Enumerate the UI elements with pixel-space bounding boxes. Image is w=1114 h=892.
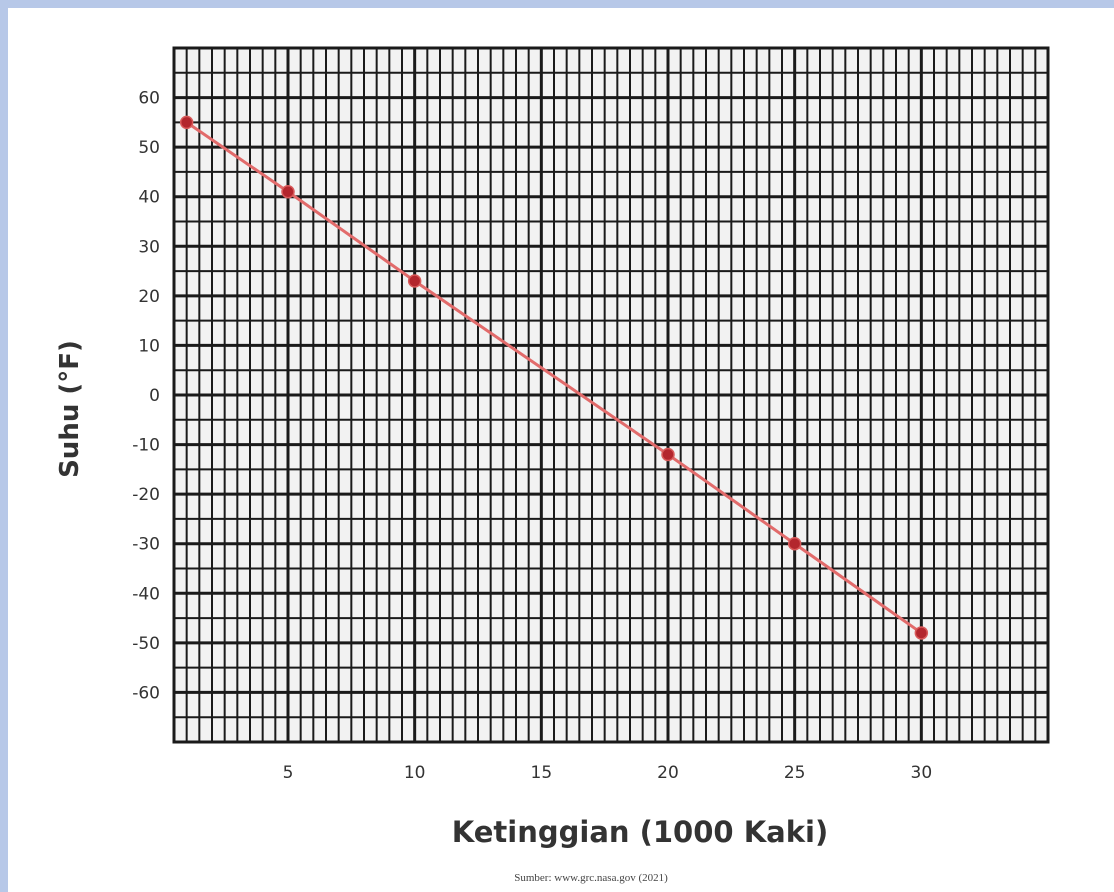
data-point	[281, 185, 295, 199]
data-point	[407, 274, 422, 288]
y-tick-label: 0	[149, 386, 160, 406]
plot-border	[172, 46, 1050, 744]
x-tick-label: 15	[531, 763, 553, 783]
series-layer	[179, 115, 929, 640]
y-tick-label: 20	[138, 287, 160, 307]
data-point	[179, 115, 194, 130]
y-tick-label: -20	[132, 485, 160, 505]
y-tick-labels: 60 50 40 30 20 10 0 -10 -20 -30 -40 -50 -60	[132, 89, 160, 704]
y-axis-title: Suhu (°F)	[55, 340, 85, 478]
grid-layer	[172, 46, 1050, 744]
x-tick-label: 20	[657, 763, 679, 783]
x-tick-label: 30	[911, 763, 933, 783]
data-point	[661, 447, 675, 462]
y-tick-label: -30	[132, 535, 160, 555]
data-point	[914, 626, 929, 640]
y-tick-label: 40	[138, 188, 160, 208]
y-tick-label: 60	[138, 89, 160, 109]
source-note: Sumber: www.grc.nasa.gov (2021)	[514, 872, 668, 884]
x-tick-label: 5	[283, 763, 294, 783]
x-tick-label: 10	[404, 763, 426, 783]
y-tick-label: 10	[138, 336, 160, 356]
y-tick-label: 50	[138, 138, 160, 158]
y-tick-label: 30	[138, 237, 160, 257]
chart-frame: 60 50 40 30 20 10 0 -10 -20 -30 -40 -50 -60 5 10 15 20 2…	[8, 8, 1114, 892]
y-tick-label: -50	[132, 634, 160, 654]
y-tick-label: -10	[132, 436, 160, 456]
x-tick-label: 25	[784, 763, 806, 783]
x-axis-title: Ketinggian (1000 Kaki)	[452, 815, 828, 849]
series-line	[185, 121, 923, 635]
x-tick-labels: 5 10 15 20 25 30	[283, 763, 933, 783]
data-point	[787, 536, 802, 551]
y-tick-label: -40	[132, 584, 160, 604]
y-tick-label: -60	[132, 683, 160, 703]
chart-svg: 60 50 40 30 20 10 0 -10 -20 -30 -40 -50 -60 5 10 15 20 2…	[55, 46, 1050, 884]
